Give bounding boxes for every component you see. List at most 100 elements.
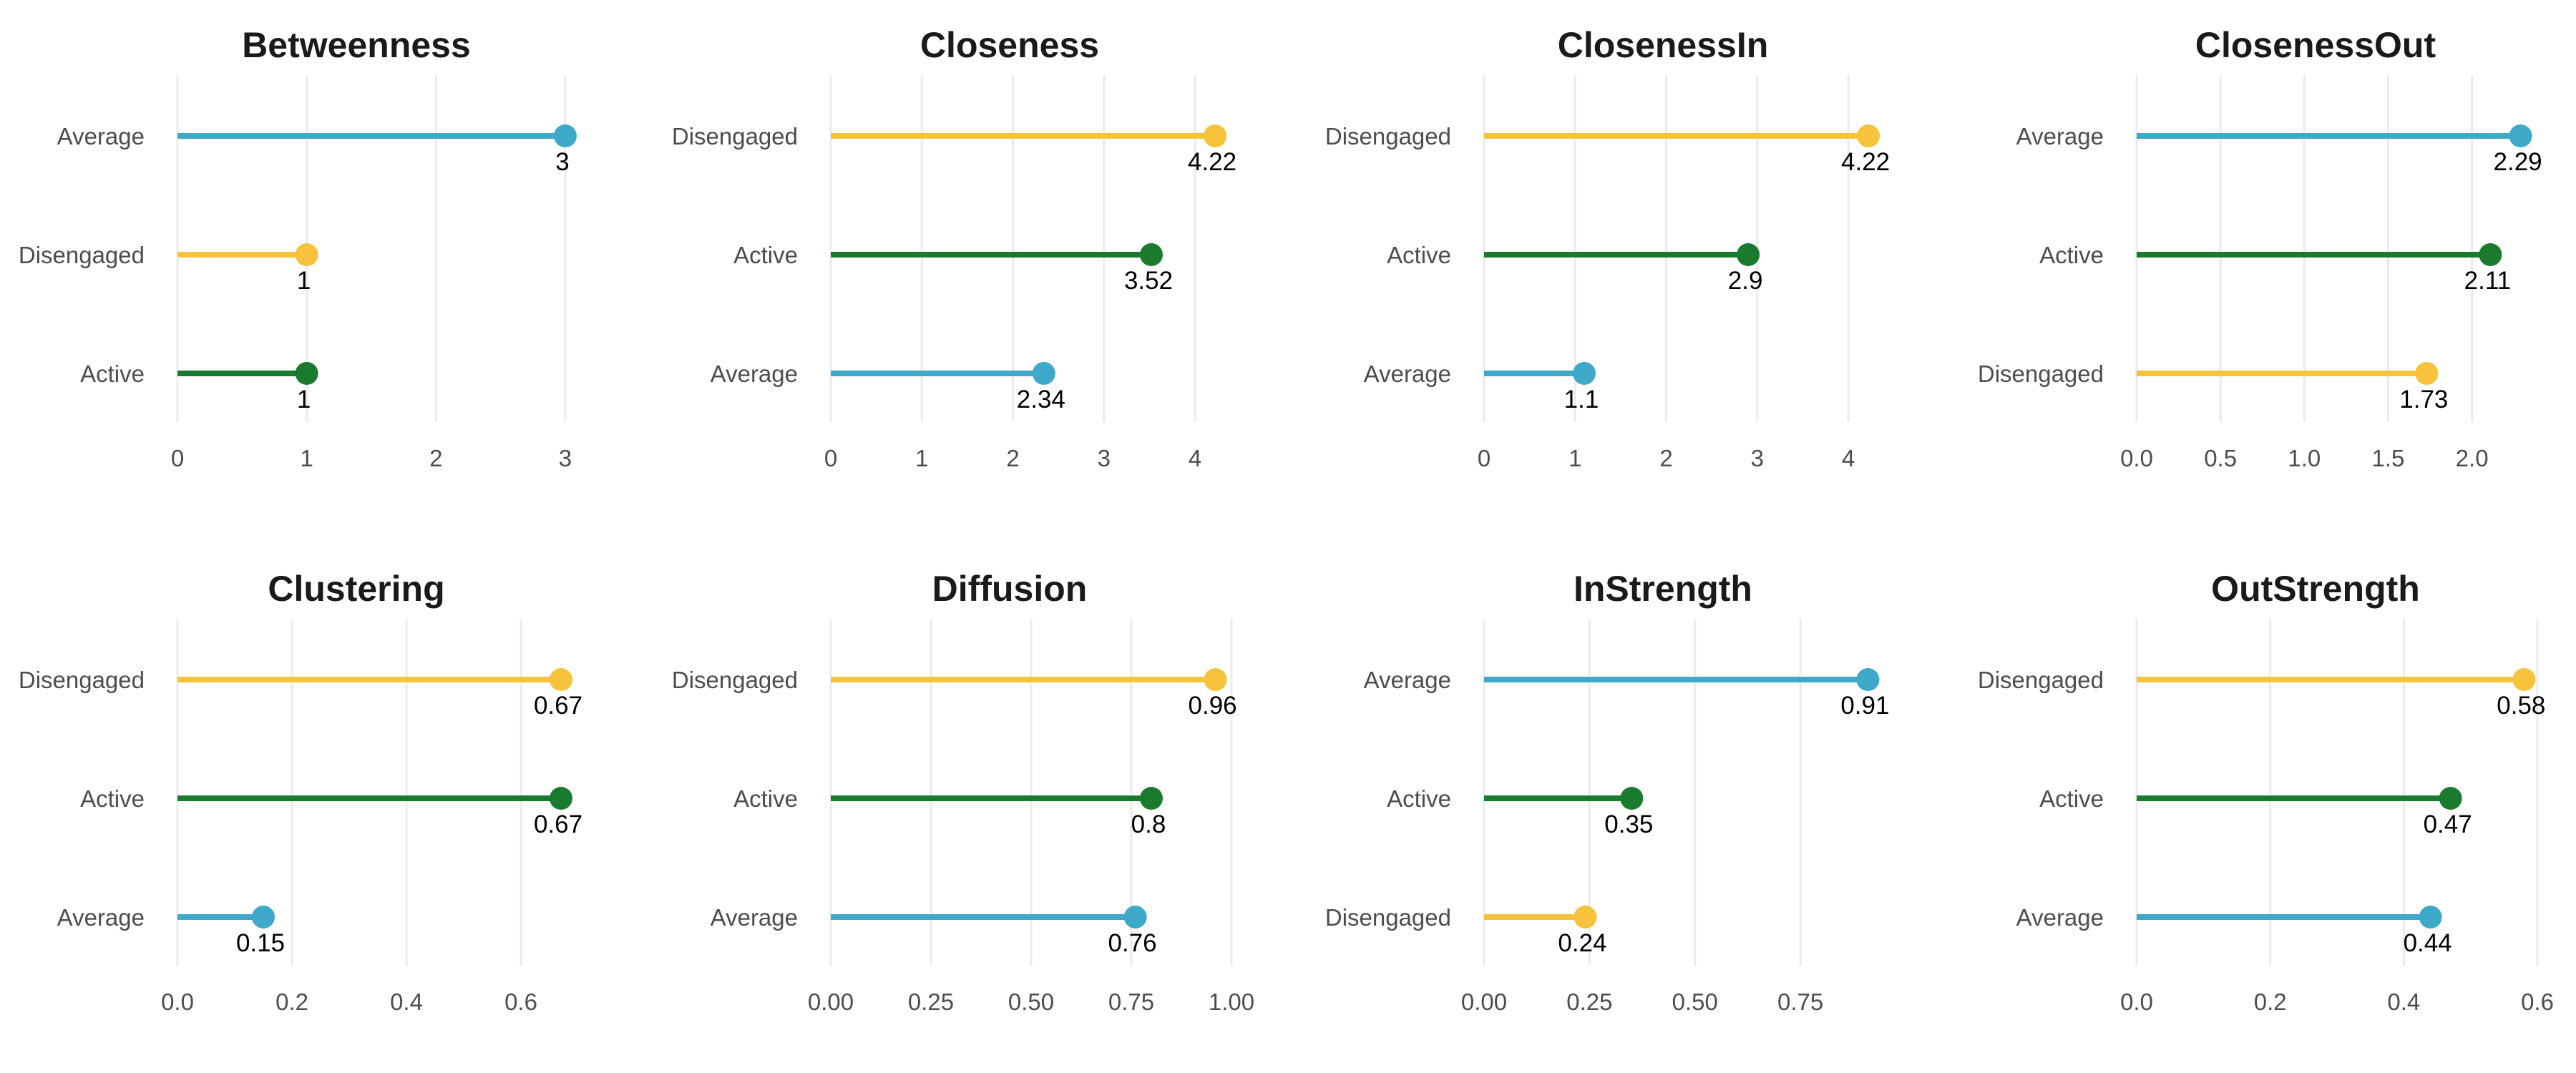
x-tick-label: 4: [1842, 445, 1855, 471]
category-label: Average: [2016, 904, 2104, 931]
lollipop-point: [252, 906, 275, 929]
lollipop-point: [295, 362, 318, 385]
panel-title: Betweenness: [242, 25, 471, 65]
category-label: Active: [1387, 785, 1451, 812]
x-tick-label: 1: [1568, 445, 1581, 471]
x-tick-label: 0.50: [1008, 989, 1054, 1015]
lollipop-point: [2509, 124, 2532, 147]
panel-title: ClosenessOut: [2195, 25, 2436, 65]
lollipop-point: [1032, 362, 1055, 385]
category-label: Disengaged: [19, 242, 145, 268]
x-tick-label: 0.6: [2521, 989, 2554, 1015]
value-label: 4.22: [1841, 148, 1890, 176]
x-tick-label: 1.5: [2372, 445, 2405, 471]
panel-closenessout: 0.0 0.5 1.0 1.5 2.0 ClosenessOut Average 2.29 Ac…: [1978, 25, 2542, 471]
value-label: 0.35: [1604, 810, 1653, 838]
lollipop-point: [2415, 362, 2439, 385]
category-label: Average: [711, 361, 798, 387]
category-label: Active: [80, 361, 145, 387]
x-tick-label: 0: [171, 445, 184, 471]
panel-closeness: 0 1 2 3 4 Closeness Disengaged 4.22 Active 3.52 Av…: [672, 25, 1236, 471]
category-label: Disengaged: [1978, 667, 2104, 693]
panel-instrength: 0.00 0.25 0.50 0.75 InStrength Average 0.91 Act…: [1325, 569, 1890, 1015]
x-tick-label: 0.25: [908, 989, 954, 1015]
category-label: Active: [1387, 242, 1451, 268]
category-label: Disengaged: [672, 667, 798, 693]
panel-betweenness: 0 1 2 3 Betweenness Average 3 Disengaged 1 Active…: [19, 25, 577, 471]
x-tick-label: 0: [824, 445, 837, 471]
category-label: Disengaged: [672, 123, 798, 150]
value-label: 0.67: [534, 692, 582, 720]
lollipop-point: [2512, 668, 2536, 691]
lollipop-point: [1204, 668, 1227, 691]
lollipop-point: [1204, 124, 1227, 147]
value-label: 1: [297, 386, 311, 413]
x-tick-label: 0.0: [2120, 445, 2153, 471]
lollipop-point: [1140, 243, 1163, 266]
x-tick-label: 2: [1006, 445, 1019, 471]
panel-title: ClosenessIn: [1558, 25, 1769, 65]
x-tick-label: 0.0: [2120, 989, 2153, 1015]
x-tick-label: 0.2: [2254, 989, 2287, 1015]
category-label: Average: [57, 904, 145, 931]
lollipop-point: [2439, 787, 2462, 810]
category-label: Disengaged: [1325, 123, 1451, 150]
x-tick-label: 0.6: [504, 989, 537, 1015]
panel-title: Closeness: [920, 25, 1099, 65]
value-label: 2.9: [1728, 267, 1763, 295]
panel-title: Clustering: [268, 569, 444, 609]
x-tick-label: 1.00: [1209, 989, 1254, 1015]
lollipop-point: [1573, 362, 1596, 385]
category-label: Active: [733, 785, 798, 812]
value-label: 0.96: [1189, 692, 1237, 720]
category-label: Average: [1364, 361, 1451, 387]
lollipop-point: [1140, 787, 1163, 810]
value-label: 0.67: [534, 810, 582, 838]
x-tick-label: 3: [1751, 445, 1764, 471]
value-label: 0.91: [1840, 692, 1889, 720]
x-tick-label: 0.2: [275, 989, 308, 1015]
x-tick-label: 2.0: [2456, 445, 2489, 471]
x-tick-label: 0.0: [161, 989, 194, 1015]
x-tick-label: 0.00: [1461, 989, 1507, 1015]
lollipop-point: [2479, 243, 2502, 266]
category-label: Active: [733, 242, 798, 268]
x-tick-label: 0: [1478, 445, 1491, 471]
lollipop-point: [295, 243, 318, 266]
lollipop-point: [1574, 906, 1597, 929]
x-tick-label: 0.50: [1672, 989, 1718, 1015]
panel-clustering: 0.0 0.2 0.4 0.6 Clustering Disengaged 0.67 Acti…: [19, 569, 582, 1015]
x-tick-label: 0.5: [2204, 445, 2237, 471]
value-label: 0.44: [2404, 929, 2452, 957]
x-tick-label: 2: [1659, 445, 1672, 471]
x-tick-label: 1.0: [2288, 445, 2321, 471]
x-tick-label: 0.4: [2387, 989, 2420, 1015]
x-tick-label: 0.25: [1566, 989, 1612, 1015]
value-label: 0.8: [1131, 810, 1166, 838]
panel-title: Diffusion: [932, 569, 1088, 609]
panel-closenessin: 0 1 2 3 4 ClosenessIn Disengaged 4.22 Active 2.9 A…: [1325, 25, 1890, 471]
x-tick-label: 3: [559, 445, 572, 471]
lollipop-point: [1123, 906, 1147, 929]
category-label: Disengaged: [1325, 904, 1451, 931]
x-tick-label: 3: [1098, 445, 1111, 471]
x-tick-label: 2: [429, 445, 442, 471]
x-tick-label: 0.4: [390, 989, 423, 1015]
value-label: 2.11: [2464, 267, 2512, 295]
value-label: 0.15: [236, 929, 285, 957]
x-tick-label: 0.75: [1108, 989, 1154, 1015]
category-label: Active: [2039, 242, 2104, 268]
value-label: 2.34: [1017, 386, 1065, 413]
value-label: 1.73: [2399, 386, 2448, 413]
value-label: 1.1: [1564, 386, 1599, 413]
lollipop-point: [1620, 787, 1644, 810]
lollipop-point: [550, 668, 572, 691]
lollipop-point: [1857, 124, 1880, 147]
value-label: 1: [297, 267, 311, 295]
panel-diffusion: 0.00 0.25 0.50 0.75 1.00 Diffusion Disengaged 0…: [672, 569, 1254, 1015]
category-label: Average: [57, 123, 145, 150]
value-label: 4.22: [1188, 148, 1236, 176]
lollipop-point: [1737, 243, 1760, 266]
value-label: 3: [555, 148, 569, 176]
